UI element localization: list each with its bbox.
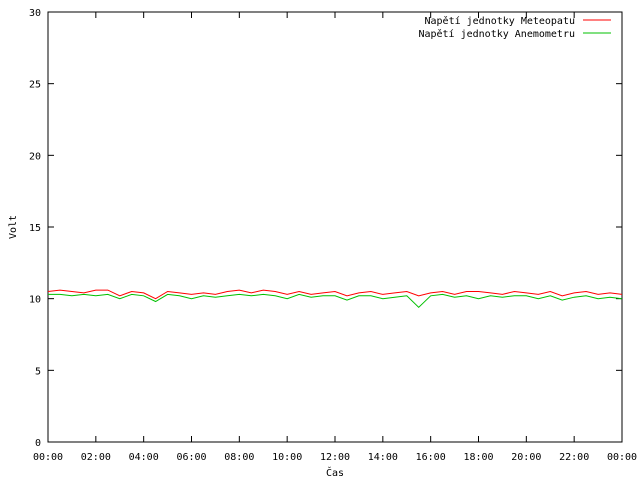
y-axis-label: Volt [8, 215, 19, 239]
x-tick-label: 04:00 [129, 452, 159, 463]
y-tick-label: 25 [29, 80, 41, 91]
x-tick-label: 02:00 [81, 452, 111, 463]
x-tick-label: 16:00 [416, 452, 446, 463]
x-tick-label: 06:00 [176, 452, 206, 463]
x-axis-label: Čas [326, 466, 344, 479]
x-tick-label: 08:00 [224, 452, 254, 463]
y-tick-label: 15 [29, 223, 41, 234]
y-tick-label: 0 [35, 438, 41, 449]
x-axis: 00:00 02:00 04:00 06:00 08:00 10:00 12:00 14:00… [33, 12, 637, 463]
y-tick-label: 20 [29, 151, 41, 162]
legend-label-anemometr: Napětí jednotky Anemometru [418, 28, 575, 40]
x-tick-label: 12:00 [320, 452, 350, 463]
legend-label-meteopat: Napětí jednotky Meteopatu [424, 15, 575, 27]
x-tick-label: 18:00 [463, 452, 493, 463]
series-layer [47, 289, 623, 308]
series-line-0 [47, 289, 623, 300]
x-tick-label: 14:00 [368, 452, 398, 463]
legend: Napětí jednotky Meteopatu Napětí jednotk… [418, 15, 611, 40]
plot-frame [47, 11, 623, 443]
y-tick-label: 5 [35, 366, 41, 377]
x-tick-label: 22:00 [559, 452, 589, 463]
y-tick-label: 10 [29, 295, 41, 306]
y-axis: 0 5 10 15 20 25 30 [29, 8, 622, 449]
y-tick-label: 30 [29, 8, 41, 19]
x-tick-label: 20:00 [511, 452, 541, 463]
series-line-1 [48, 293, 623, 308]
x-tick-label: 10:00 [272, 452, 302, 463]
x-tick-label: 00:00 [607, 452, 637, 463]
x-tick-label: 00:00 [33, 452, 63, 463]
